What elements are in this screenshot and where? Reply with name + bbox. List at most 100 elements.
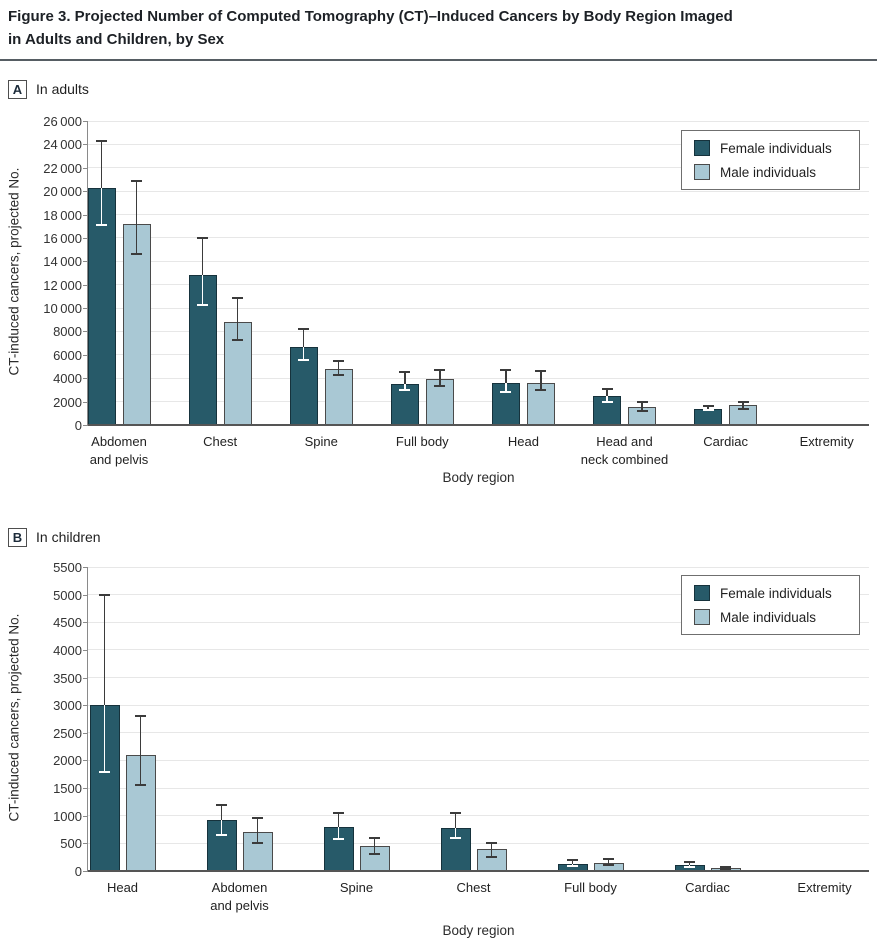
panel-b-header: B In children <box>8 526 101 548</box>
error-bar-line <box>100 140 103 188</box>
category-label: Spine <box>304 434 338 449</box>
category-label: Full body <box>564 880 617 895</box>
y-tick-label: 22 000 <box>43 160 82 176</box>
gridline <box>88 214 869 216</box>
error-bar-cap-top <box>232 296 244 299</box>
y-axis-tick <box>83 261 88 263</box>
error-bar-cap-top <box>603 858 614 861</box>
error-bar-line-inner <box>373 846 376 855</box>
category-label: Extremity <box>799 434 854 449</box>
panel-b-chart: 0 500 1000 1500 2000 2500 3000 3500 4000 4500 5000… <box>0 524 877 951</box>
error-bar-line-inner <box>439 379 441 387</box>
x-axis-title: Body region <box>442 470 515 485</box>
error-bar-line <box>103 594 106 706</box>
panel-b-title: In children <box>36 529 101 545</box>
error-bar-cap-top <box>450 811 461 814</box>
error-bar-line <box>742 402 744 406</box>
gridline <box>88 190 869 192</box>
category-label: Cardiac <box>703 434 748 449</box>
category-label: Spine <box>339 880 374 895</box>
error-bar-line-inner <box>540 382 542 390</box>
error-bar-cap-bottom <box>684 866 695 869</box>
error-bar-line <box>641 401 643 408</box>
error-bar-line-inner <box>641 407 643 411</box>
legend-item: Female individuals <box>694 585 847 601</box>
error-bar-cap-top <box>131 179 142 182</box>
error-bar-line <box>236 297 239 323</box>
error-bar-line-inner <box>236 322 239 340</box>
panel-a-letter-badge: A <box>8 79 27 99</box>
x-axis-line <box>88 424 869 426</box>
error-bar-cap-top <box>333 359 345 362</box>
legend-label: Male individuals <box>720 164 817 180</box>
y-axis-tick <box>83 237 88 239</box>
error-bar-line <box>220 804 223 821</box>
y-axis-tick <box>83 760 88 762</box>
error-bar-line-inner <box>139 754 142 786</box>
legend-label: Male individuals <box>720 609 817 625</box>
y-tick-label: 1000 <box>53 808 82 824</box>
figure-title-line2: in Adults and Children, by Sex <box>8 31 225 49</box>
error-bar-cap-top <box>399 371 411 374</box>
bar-female <box>89 705 120 871</box>
error-bar-cap-top <box>135 715 146 718</box>
error-bar-cap-top <box>601 387 613 390</box>
y-axis-tick <box>83 401 88 403</box>
panel-b-letter-badge: B <box>8 527 27 547</box>
panel-a-header: A In adults <box>8 78 89 100</box>
error-bar-cap-top <box>720 865 731 868</box>
y-axis-tick <box>83 649 88 651</box>
category-label: Head and neck combined <box>580 434 669 467</box>
category-label: Abdomen and pelvis <box>89 434 149 467</box>
error-bar-cap-bottom <box>369 853 380 856</box>
error-bar-cap-bottom <box>636 409 648 412</box>
error-bar-cap-top <box>333 811 344 814</box>
category-label: Chest <box>203 434 238 449</box>
legend-swatch-male <box>694 164 710 180</box>
legend-item: Male individuals <box>694 164 847 180</box>
error-bar-line-inner <box>688 864 691 868</box>
gridline <box>88 401 869 403</box>
y-tick-label: 0 <box>74 864 82 879</box>
category-label: Abdomen and pelvis <box>210 880 269 913</box>
y-tick-label: 8000 <box>53 324 82 340</box>
y-axis-tick <box>83 815 88 817</box>
error-bar-cap-bottom <box>197 303 209 306</box>
y-axis-tick <box>83 191 88 193</box>
gridline <box>88 677 869 679</box>
error-bar-cap-bottom <box>99 770 110 773</box>
category-label: Head <box>106 880 139 895</box>
error-bar-line <box>505 370 507 383</box>
error-bar-cap-top <box>737 401 749 404</box>
category-label: Extremity <box>797 880 852 895</box>
error-bar-line <box>404 372 406 385</box>
y-tick-label: 10 000 <box>43 301 82 317</box>
x-axis-line <box>88 870 869 872</box>
error-bar-line <box>201 237 204 276</box>
gridline <box>88 260 869 262</box>
error-bar-cap-top <box>636 400 648 403</box>
error-bar-cap-bottom <box>333 373 345 376</box>
error-bar-cap-bottom <box>720 868 731 871</box>
legend-label: Female individuals <box>720 585 832 601</box>
gridline <box>88 621 869 623</box>
error-bar-line-inner <box>103 705 106 772</box>
gridline <box>88 815 869 817</box>
y-axis-tick <box>83 622 88 624</box>
y-tick-label: 5000 <box>53 587 82 603</box>
panel-a-chart: 0 2000 4000 6000 8000 10 000 12 000 14 000 16 00… <box>0 76 877 524</box>
gridline <box>88 594 869 596</box>
legend-swatch-female <box>694 585 710 601</box>
y-tick-label: 1500 <box>53 781 82 797</box>
gridline <box>88 307 869 309</box>
y-axis-tick <box>83 677 88 679</box>
figure-title-line1: Figure 3. Projected Number of Computed T… <box>8 8 733 25</box>
error-bar-cap-bottom <box>131 253 142 256</box>
bar-male <box>122 223 151 425</box>
error-bar-line-inner <box>571 863 574 867</box>
gridline <box>88 649 869 651</box>
y-axis-tick <box>83 308 88 310</box>
y-tick-label: 4000 <box>53 642 82 658</box>
gridline <box>88 167 869 169</box>
y-tick-label: 6000 <box>53 347 82 363</box>
